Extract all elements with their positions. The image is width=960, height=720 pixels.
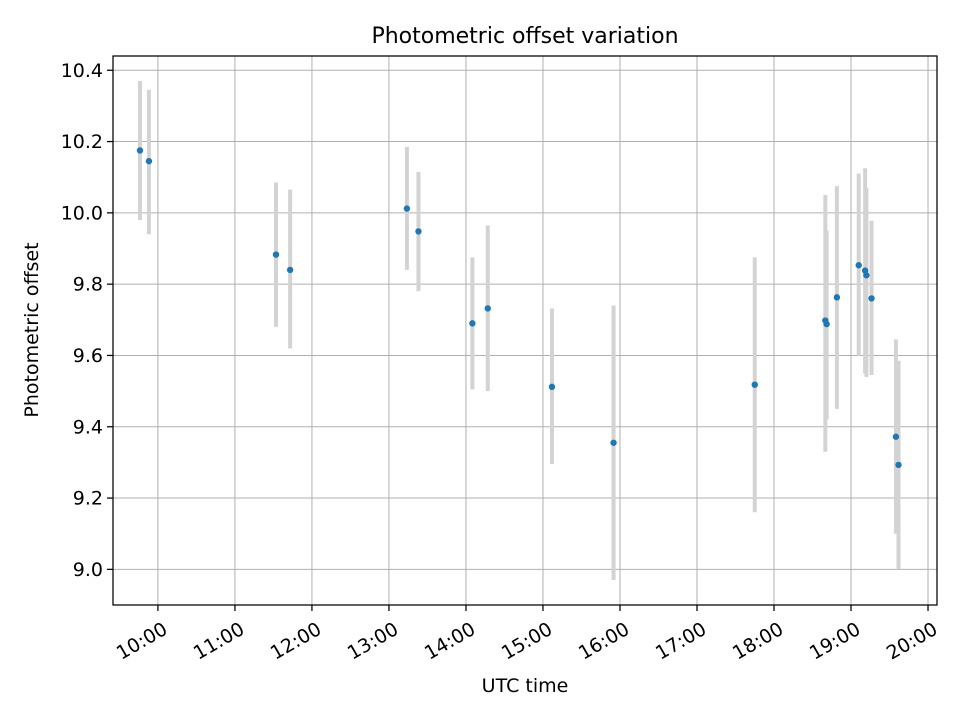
data-point	[136, 147, 144, 154]
y-tick-label: 10.2	[61, 131, 103, 153]
data-point	[272, 251, 280, 258]
plot-area	[112, 55, 938, 606]
y-tick-label: 9.4	[73, 416, 103, 438]
data-point	[895, 461, 902, 469]
data-point	[469, 320, 476, 327]
y-tick-label: 9.6	[73, 345, 103, 367]
data-point	[145, 157, 153, 165]
data-point	[823, 320, 830, 328]
y-tick-label: 10.4	[61, 60, 103, 82]
data-point	[415, 228, 422, 235]
y-tick-label: 9.8	[73, 274, 103, 296]
y-tick-label: 9.2	[73, 488, 103, 510]
data-point	[833, 294, 841, 301]
data-point	[751, 381, 758, 388]
data-points	[136, 147, 902, 469]
chart-title: Photometric offset variation	[371, 24, 678, 49]
data-point	[868, 295, 875, 302]
x-axis-label: UTC time	[482, 675, 569, 697]
data-point	[855, 262, 862, 269]
data-point	[286, 266, 294, 274]
data-point	[484, 305, 491, 312]
data-point	[403, 205, 411, 212]
y-axis-label: Photometric offset	[21, 242, 43, 417]
data-point	[892, 433, 900, 440]
data-point	[863, 272, 870, 279]
data-point	[548, 383, 556, 391]
y-tick-label: 9.0	[73, 559, 103, 581]
grid	[113, 56, 937, 605]
y-tick-label: 10.0	[61, 202, 103, 224]
data-point	[610, 439, 617, 446]
